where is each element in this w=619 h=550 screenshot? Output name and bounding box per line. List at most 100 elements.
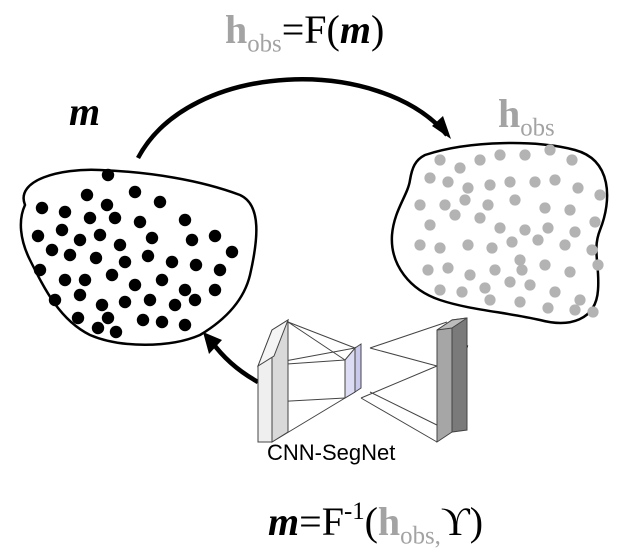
model-dot — [113, 238, 127, 252]
model-dot — [89, 251, 103, 265]
observation-dot — [442, 262, 454, 274]
model-dot — [168, 298, 182, 312]
encoder-top — [256, 318, 290, 368]
segnet-connectors — [257, 321, 448, 443]
model-dot — [91, 321, 105, 335]
model-dot — [208, 283, 222, 297]
model-dot — [101, 168, 115, 182]
model-label: m — [69, 89, 101, 134]
observation-dot — [474, 154, 486, 166]
model-dot — [165, 255, 179, 269]
observation-dot — [484, 294, 496, 306]
model-dot — [35, 201, 49, 215]
model-dot — [93, 228, 107, 242]
observation-dot — [454, 162, 466, 174]
observation-dot — [539, 259, 551, 271]
observation-dot — [494, 149, 506, 161]
observation-dot — [542, 222, 554, 234]
observation-dot — [484, 179, 496, 191]
observation-dot — [564, 266, 576, 278]
observation-dot — [414, 199, 426, 211]
observation-dot — [464, 269, 476, 281]
model-dot — [178, 213, 192, 227]
forward-eq-close: ) — [370, 7, 385, 52]
model-dot — [55, 223, 69, 237]
inverse-eq-extra-arg: ϒ — [440, 499, 470, 544]
model-dot — [73, 288, 87, 302]
inverse-eq-open: ( — [364, 499, 378, 544]
inverse-eq-m-symbol: m — [268, 499, 300, 544]
observation-dot — [494, 222, 506, 234]
model-dot — [178, 283, 192, 297]
model-dot — [45, 243, 59, 257]
model-dot — [80, 188, 94, 202]
observation-dot — [434, 242, 446, 254]
model-dot — [153, 195, 167, 209]
model-dot — [189, 258, 203, 272]
observation-dot — [549, 286, 561, 298]
model-dot — [213, 263, 227, 277]
model-dot — [128, 278, 142, 292]
forward-arrowhead — [432, 116, 451, 139]
observation-dot — [462, 182, 474, 194]
model-dot — [73, 233, 87, 247]
decoder-side — [451, 317, 468, 433]
model-dot — [101, 311, 115, 325]
model-dot — [128, 185, 142, 199]
model-dot — [145, 231, 159, 245]
model-dot — [63, 248, 77, 262]
inverse-eq-h-symbol: h — [377, 499, 401, 544]
inverse-equation: m=F-1(hobs,ϒ) — [268, 499, 484, 549]
observation-dot — [569, 304, 581, 316]
segnet-illustration — [256, 317, 468, 443]
observation-dot — [414, 239, 426, 251]
observation-dot — [509, 194, 521, 206]
observation-dot — [442, 176, 454, 188]
forward-arrow — [136, 77, 449, 160]
observation-dot — [474, 212, 486, 224]
observation-dot — [506, 236, 518, 248]
observation-dot — [519, 224, 531, 236]
inverse-eq-close: ) — [469, 499, 484, 544]
observation-dot — [514, 296, 526, 308]
model-dot — [78, 273, 92, 287]
observation-dot — [424, 219, 436, 231]
observation-dot — [586, 244, 598, 256]
forward-eq-subscript: obs — [247, 30, 282, 58]
observation-dot — [549, 174, 561, 186]
observation-dot — [532, 234, 544, 246]
observation-dot — [529, 176, 541, 188]
observation-dot — [504, 276, 516, 288]
model-dot — [48, 293, 62, 307]
observation-dot — [456, 286, 468, 298]
inverse-arrowhead — [203, 332, 222, 354]
model-dot — [58, 273, 72, 287]
model-dot — [31, 229, 45, 243]
observation-dot — [504, 176, 516, 188]
model-dot — [178, 318, 192, 332]
inverse-arrow-left — [210, 340, 260, 384]
model-dot — [208, 229, 222, 243]
observation-dot — [524, 279, 536, 291]
observation-dot — [439, 199, 451, 211]
observation-dot — [434, 154, 446, 166]
observation-dot — [559, 239, 571, 251]
observation-dot — [422, 264, 434, 276]
model-dot — [100, 198, 114, 212]
model-dot — [155, 315, 169, 329]
observation-dot — [486, 242, 498, 254]
model-dot — [71, 311, 85, 325]
observation-dots — [414, 144, 606, 318]
model-dot — [155, 273, 169, 287]
decoder-front — [436, 319, 453, 443]
observation-dot — [424, 172, 436, 184]
observation-dot — [589, 216, 601, 228]
observation-dot — [544, 144, 556, 156]
observation-dot — [519, 149, 531, 161]
observation-dot — [516, 264, 528, 276]
model-dot — [33, 263, 47, 277]
observation-dot — [462, 239, 474, 251]
observation-label-subscript: obs — [520, 114, 555, 142]
model-dot — [188, 293, 202, 307]
